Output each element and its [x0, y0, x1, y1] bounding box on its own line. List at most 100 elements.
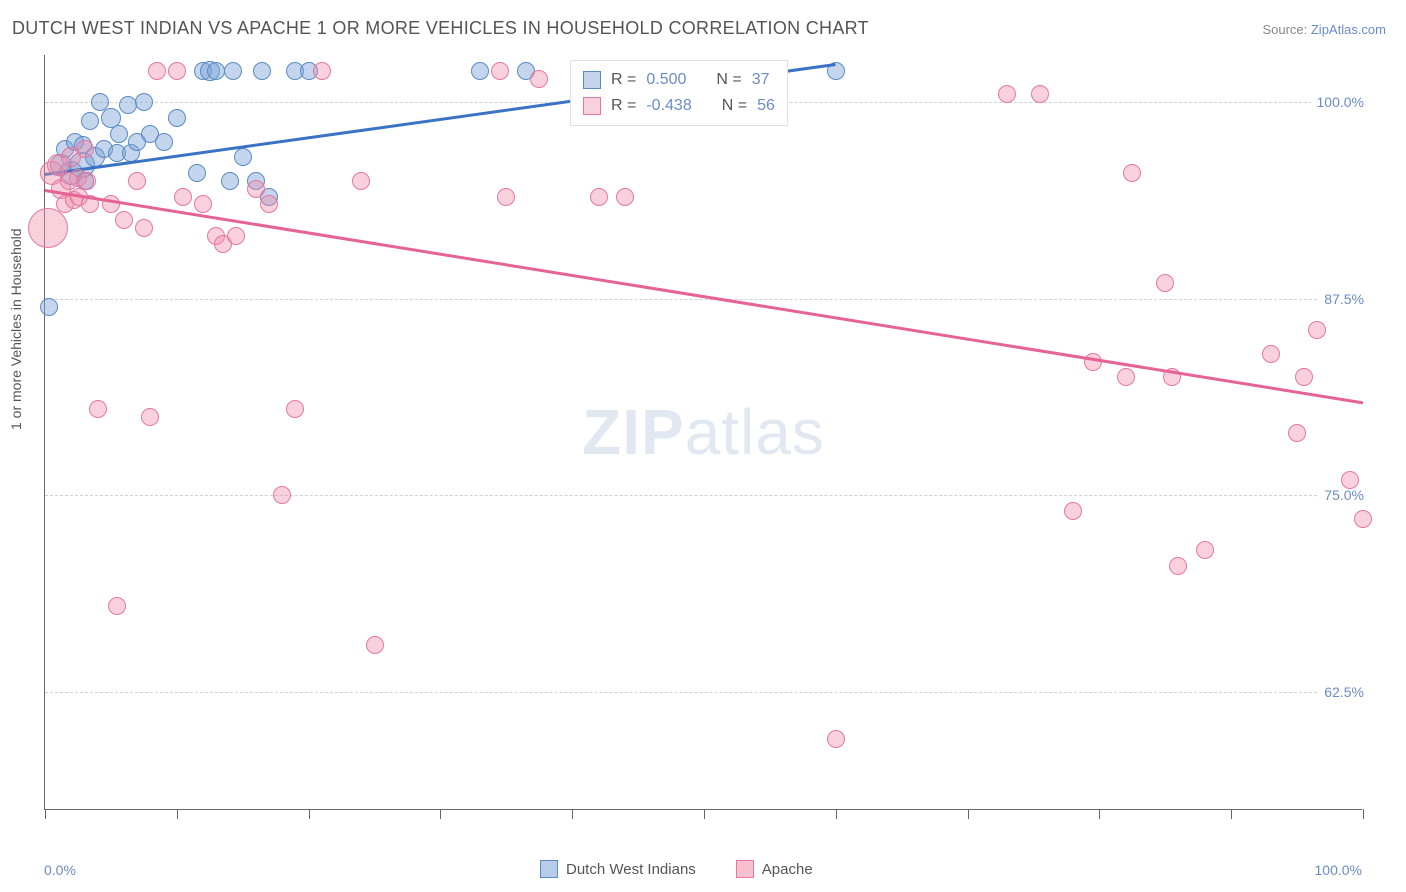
- data-point-dutch: [135, 93, 153, 111]
- data-point-apache: [998, 85, 1016, 103]
- x-tick: [572, 809, 573, 819]
- x-tick: [1099, 809, 1100, 819]
- data-point-apache: [1169, 557, 1187, 575]
- data-point-apache: [128, 172, 146, 190]
- source-attribution: Source: ZipAtlas.com: [1262, 22, 1386, 37]
- data-point-apache: [286, 400, 304, 418]
- data-point-apache: [227, 227, 245, 245]
- data-point-apache: [78, 172, 96, 190]
- x-tick: [836, 809, 837, 819]
- data-point-dutch: [234, 148, 252, 166]
- r-value: -0.438: [646, 93, 691, 119]
- gridline: [45, 299, 1362, 300]
- legend-swatch: [540, 860, 558, 878]
- data-point-apache: [174, 188, 192, 206]
- data-point-apache: [491, 62, 509, 80]
- data-point-dutch: [168, 109, 186, 127]
- r-value: 0.500: [646, 67, 686, 93]
- gridline: [45, 495, 1362, 496]
- data-point-apache: [530, 70, 548, 88]
- plot-area: ZIPatlas 62.5% 75.0% 87.5% 100.0%: [44, 55, 1362, 810]
- data-point-dutch: [224, 62, 242, 80]
- data-point-apache: [141, 408, 159, 426]
- y-tick-label: 75.0%: [1318, 487, 1364, 503]
- x-tick: [440, 809, 441, 819]
- legend-label: Apache: [762, 861, 813, 878]
- data-point-apache: [1308, 321, 1326, 339]
- swatch-apache: [583, 97, 601, 115]
- data-point-apache: [1341, 471, 1359, 489]
- data-point-apache: [1295, 368, 1313, 386]
- x-tick: [1363, 809, 1364, 819]
- legend-item: Apache: [736, 860, 813, 878]
- data-point-apache: [616, 188, 634, 206]
- n-label: N =: [716, 67, 741, 93]
- source-label: Source:: [1262, 22, 1310, 37]
- r-label: R =: [611, 93, 636, 119]
- data-point-apache: [313, 62, 331, 80]
- data-point-apache: [108, 597, 126, 615]
- data-point-apache: [1031, 85, 1049, 103]
- data-point-apache: [148, 62, 166, 80]
- gridline: [45, 692, 1362, 693]
- data-point-dutch: [253, 62, 271, 80]
- data-point-apache: [89, 400, 107, 418]
- x-tick: [177, 809, 178, 819]
- data-point-apache: [1123, 164, 1141, 182]
- data-point-apache: [260, 195, 278, 213]
- x-tick: [968, 809, 969, 819]
- data-point-apache: [590, 188, 608, 206]
- watermark: ZIPatlas: [582, 395, 825, 469]
- n-value: 37: [752, 67, 770, 93]
- data-point-dutch: [40, 298, 58, 316]
- data-point-apache: [76, 140, 94, 158]
- data-point-apache: [1084, 353, 1102, 371]
- data-point-apache: [28, 208, 68, 248]
- x-tick: [309, 809, 310, 819]
- data-point-apache: [1196, 541, 1214, 559]
- legend-item: Dutch West Indians: [540, 860, 696, 878]
- source-link[interactable]: ZipAtlas.com: [1311, 22, 1386, 37]
- trend-line-apache: [45, 189, 1363, 404]
- data-point-apache: [168, 62, 186, 80]
- chart-title: DUTCH WEST INDIAN VS APACHE 1 OR MORE VE…: [12, 18, 869, 39]
- data-point-apache: [1288, 424, 1306, 442]
- n-label: N =: [722, 93, 747, 119]
- x-axis-max-label: 100.0%: [1315, 862, 1362, 878]
- swatch-dutch: [583, 71, 601, 89]
- data-point-dutch: [81, 112, 99, 130]
- x-axis-min-label: 0.0%: [44, 862, 76, 878]
- data-point-apache: [352, 172, 370, 190]
- data-point-apache: [827, 730, 845, 748]
- legend-label: Dutch West Indians: [566, 861, 696, 878]
- data-point-dutch: [155, 133, 173, 151]
- y-tick-label: 100.0%: [1311, 94, 1364, 110]
- n-value: 56: [757, 93, 775, 119]
- x-tick: [1231, 809, 1232, 819]
- data-point-apache: [1262, 345, 1280, 363]
- data-point-dutch: [207, 62, 225, 80]
- data-point-dutch: [188, 164, 206, 182]
- y-axis-label: 1 or more Vehicles in Household: [8, 228, 24, 430]
- data-point-apache: [273, 486, 291, 504]
- data-point-dutch: [110, 125, 128, 143]
- data-point-dutch: [221, 172, 239, 190]
- watermark-bold: ZIP: [582, 396, 685, 468]
- data-point-apache: [247, 180, 265, 198]
- data-point-apache: [1354, 510, 1372, 528]
- chart-container: DUTCH WEST INDIAN VS APACHE 1 OR MORE VE…: [0, 0, 1406, 892]
- stats-row-apache: R = -0.438 N = 56: [583, 93, 775, 119]
- legend-swatch: [736, 860, 754, 878]
- data-point-dutch: [471, 62, 489, 80]
- data-point-apache: [135, 219, 153, 237]
- y-tick-label: 87.5%: [1318, 291, 1364, 307]
- data-point-apache: [1117, 368, 1135, 386]
- data-point-apache: [1156, 274, 1174, 292]
- data-point-apache: [1064, 502, 1082, 520]
- data-point-apache: [115, 211, 133, 229]
- stats-row-dutch: R = 0.500 N = 37: [583, 67, 775, 93]
- x-tick: [45, 809, 46, 819]
- y-tick-label: 62.5%: [1318, 684, 1364, 700]
- r-label: R =: [611, 67, 636, 93]
- series-legend: Dutch West Indians Apache: [540, 860, 813, 878]
